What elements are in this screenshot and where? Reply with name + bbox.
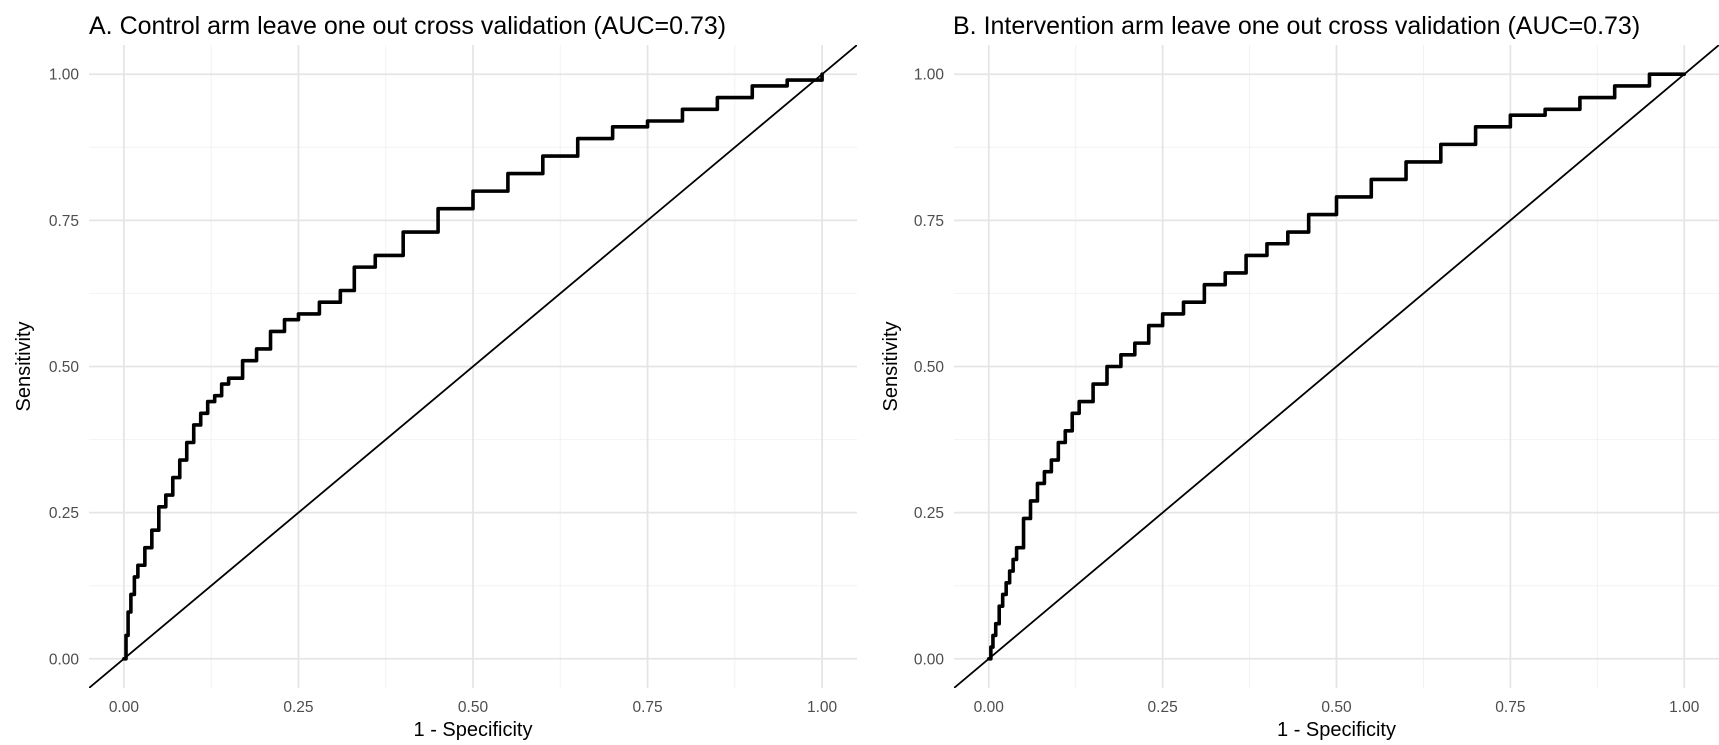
y-tick-label: 0.50 <box>49 359 80 376</box>
series-group <box>954 45 1719 688</box>
panel-title: A. Control arm leave one out cross valid… <box>89 12 726 40</box>
y-tick-label: 0.50 <box>914 359 945 376</box>
y-tick-label: 0.25 <box>49 505 79 522</box>
x-tick-label: 1.00 <box>807 699 838 716</box>
x-tick-label: 0.75 <box>632 699 662 716</box>
x-tick-label: 0.00 <box>974 699 1005 716</box>
panel-a: 0.00 0.25 0.50 0.75 1.00 0.00 0.25 0.50 0.75 1.00… <box>13 12 857 741</box>
panel-title: B. Intervention arm leave one out cross … <box>953 12 1640 40</box>
x-axis-title: 1 - Specificity <box>1277 719 1396 741</box>
x-tick-label: 0.00 <box>109 699 140 716</box>
x-tick-label: 0.50 <box>458 699 489 716</box>
x-axis-title: 1 - Specificity <box>414 719 533 741</box>
roc-curve <box>122 72 824 661</box>
y-axis-title: Sensitivity <box>880 321 902 411</box>
y-tick-label: 0.75 <box>49 213 79 230</box>
y-tick-label: 1.00 <box>49 67 80 84</box>
series-group <box>89 45 857 688</box>
x-tick-label: 0.25 <box>283 699 313 716</box>
x-tick-label: 0.25 <box>1148 699 1178 716</box>
y-tick-label: 1.00 <box>914 67 945 84</box>
x-tick-label: 1.00 <box>1669 699 1700 716</box>
y-tick-label: 0.75 <box>914 213 944 230</box>
reference-diagonal <box>954 45 1719 688</box>
reference-diagonal <box>89 45 857 688</box>
roc-curve <box>986 72 1687 661</box>
y-tick-label: 0.00 <box>914 651 945 668</box>
grid <box>89 45 857 688</box>
y-tick-label: 0.25 <box>914 505 944 522</box>
x-tick-label: 0.75 <box>1495 699 1525 716</box>
panel-b: 0.00 0.25 0.50 0.75 1.00 0.00 0.25 0.50 0.75 1.00… <box>880 12 1719 741</box>
y-tick-label: 0.00 <box>49 651 80 668</box>
y-axis-title: Sensitivity <box>13 321 35 411</box>
x-tick-label: 0.50 <box>1321 699 1352 716</box>
